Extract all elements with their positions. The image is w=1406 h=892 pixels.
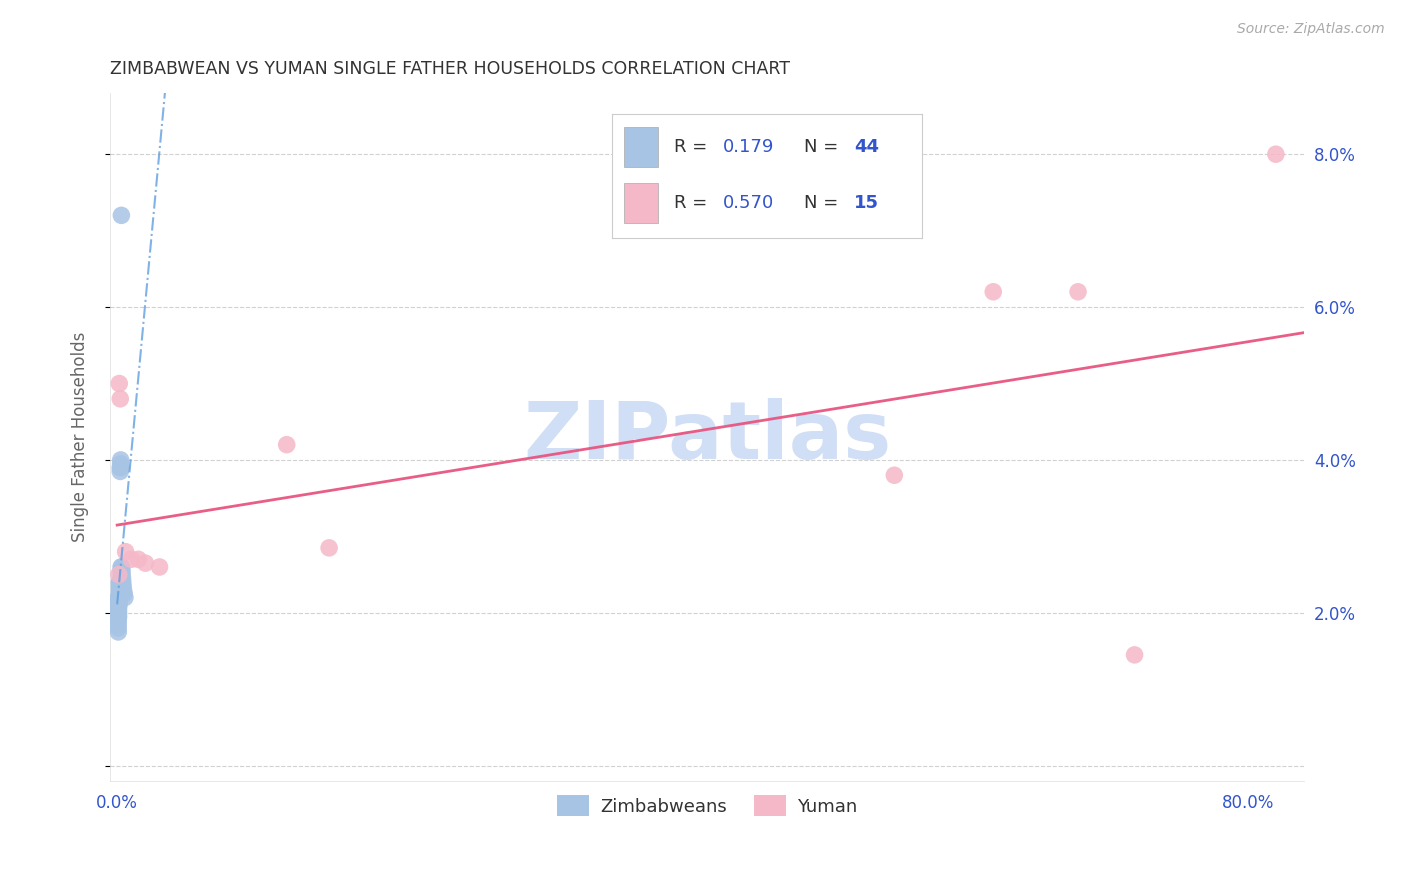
- Point: [110, 460, 132, 475]
- Point: [108, 582, 131, 597]
- Point: [110, 453, 132, 467]
- Point: [111, 560, 134, 574]
- Y-axis label: Single Father Households: Single Father Households: [72, 332, 89, 542]
- Point: [108, 579, 131, 593]
- Text: ZIMBABWEAN VS YUMAN SINGLE FATHER HOUSEHOLDS CORRELATION CHART: ZIMBABWEAN VS YUMAN SINGLE FATHER HOUSEH…: [110, 60, 790, 78]
- Point: [107, 609, 129, 624]
- Point: [112, 587, 135, 601]
- Point: [1264, 147, 1286, 161]
- Point: [108, 575, 131, 590]
- Text: ZIPatlas: ZIPatlas: [523, 398, 891, 476]
- Point: [108, 594, 131, 608]
- Point: [107, 598, 129, 612]
- Point: [108, 582, 131, 597]
- Point: [112, 579, 135, 593]
- Point: [107, 594, 129, 608]
- Point: [108, 598, 131, 612]
- Point: [108, 376, 131, 391]
- Point: [981, 285, 1004, 299]
- Point: [318, 541, 340, 555]
- Point: [883, 468, 905, 483]
- Legend: Zimbabweans, Yuman: Zimbabweans, Yuman: [550, 789, 865, 823]
- Point: [108, 587, 131, 601]
- Point: [276, 438, 298, 452]
- Text: Source: ZipAtlas.com: Source: ZipAtlas.com: [1237, 22, 1385, 37]
- Point: [111, 564, 134, 578]
- Point: [107, 602, 129, 616]
- Point: [112, 582, 135, 597]
- Point: [134, 556, 156, 570]
- Point: [110, 567, 132, 582]
- Point: [107, 624, 129, 639]
- Point: [110, 464, 132, 478]
- Point: [111, 567, 134, 582]
- Point: [107, 598, 129, 612]
- Point: [110, 560, 132, 574]
- Point: [114, 544, 136, 558]
- Point: [1123, 648, 1146, 662]
- Point: [111, 575, 134, 590]
- Point: [107, 606, 129, 620]
- Point: [108, 591, 131, 605]
- Point: [107, 614, 129, 628]
- Point: [107, 617, 129, 632]
- Point: [127, 552, 149, 566]
- Point: [110, 392, 132, 406]
- Point: [148, 560, 170, 574]
- Point: [108, 579, 131, 593]
- Point: [114, 591, 136, 605]
- Point: [110, 208, 132, 222]
- Point: [107, 606, 129, 620]
- Point: [120, 552, 142, 566]
- Point: [111, 571, 134, 585]
- Point: [110, 564, 132, 578]
- Point: [107, 609, 129, 624]
- Point: [107, 621, 129, 635]
- Point: [108, 567, 131, 582]
- Point: [1067, 285, 1090, 299]
- Point: [110, 457, 132, 471]
- Point: [108, 594, 131, 608]
- Point: [107, 602, 129, 616]
- Point: [110, 571, 132, 585]
- Point: [110, 460, 132, 475]
- Point: [107, 591, 129, 605]
- Point: [108, 575, 131, 590]
